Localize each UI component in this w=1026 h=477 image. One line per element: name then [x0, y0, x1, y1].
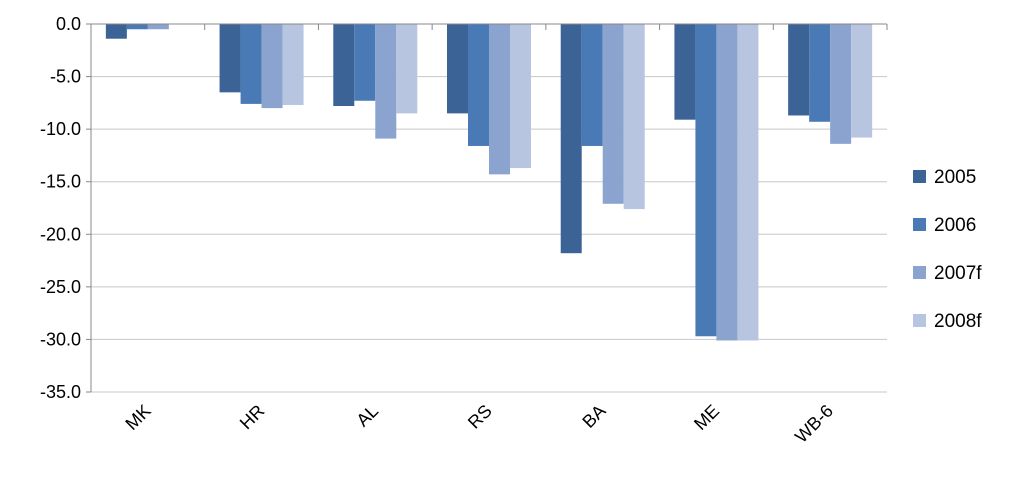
x-tick-label: RS — [464, 401, 496, 433]
bar-2005-ME — [674, 24, 696, 120]
x-tick-label: MK — [121, 401, 154, 434]
bar-2008f-RS — [510, 24, 531, 169]
bar-2005-MK — [105, 24, 127, 39]
bar-2006-ME — [695, 24, 717, 337]
legend-label: 2006 — [934, 215, 976, 236]
bar-2008f-ME — [737, 24, 759, 341]
legend-swatch — [913, 170, 926, 183]
x-tick-label: ME — [690, 401, 723, 434]
bar-2006-MK — [126, 24, 148, 30]
bar-2005-RS — [447, 24, 468, 114]
bar-2007f-ME — [716, 24, 738, 341]
bar-2005-BA — [560, 24, 582, 254]
legend-swatch — [913, 314, 926, 327]
bar-2005-AL — [333, 24, 355, 107]
legend: 2005 2006 2007f 2008f — [913, 167, 982, 332]
legend-swatch — [913, 218, 926, 231]
bar-2007f-WB-6 — [830, 24, 852, 144]
bar-2005-WB-6 — [788, 24, 810, 116]
bar-2006-AL — [354, 24, 376, 101]
bar-2008f-BA — [623, 24, 645, 210]
bars — [105, 24, 873, 341]
y-tick-label: -5.0 — [50, 67, 81, 87]
bar-2005-HR — [219, 24, 241, 93]
legend-label: 2005 — [934, 167, 976, 188]
bar-2006-WB-6 — [809, 24, 831, 122]
legend-label: 2007f — [934, 263, 982, 284]
y-tick-label: -10.0 — [40, 119, 81, 139]
y-tick-label: -20.0 — [40, 224, 81, 244]
y-tick-label: -15.0 — [40, 172, 81, 192]
bar-2006-BA — [581, 24, 603, 146]
x-tick-label: BA — [578, 401, 609, 432]
bar-2006-HR — [240, 24, 262, 104]
axes — [86, 23, 888, 393]
x-tick-labels: MK HR AL RS BA ME WB-6 — [121, 401, 837, 447]
y-tick-label: -25.0 — [40, 277, 81, 297]
y-tick-label: 0.0 — [56, 14, 81, 34]
bar-2007f-BA — [602, 24, 624, 204]
bar-2007f-RS — [489, 24, 510, 175]
bar-2008f-WB-6 — [851, 24, 873, 138]
bar-2007f-MK — [147, 24, 169, 30]
bar-2007f-AL — [375, 24, 397, 139]
bar-2008f-AL — [396, 24, 418, 114]
y-tick-labels: 0.0 -5.0 -10.0 -15.0 -20.0 -25.0 -30.0 -35.0 — [40, 14, 81, 402]
bar-2006-RS — [468, 24, 489, 146]
y-tick-label: -30.0 — [40, 329, 81, 349]
legend-label: 2008f — [934, 311, 982, 332]
x-tick-label: HR — [236, 401, 269, 434]
y-tick-label: -35.0 — [40, 382, 81, 402]
bar-2007f-HR — [261, 24, 283, 109]
bar-2008f-HR — [282, 24, 304, 105]
x-tick-label: AL — [352, 401, 382, 431]
legend-swatch — [913, 266, 926, 279]
gridlines — [91, 76, 887, 393]
x-tick-label: WB-6 — [791, 401, 837, 447]
